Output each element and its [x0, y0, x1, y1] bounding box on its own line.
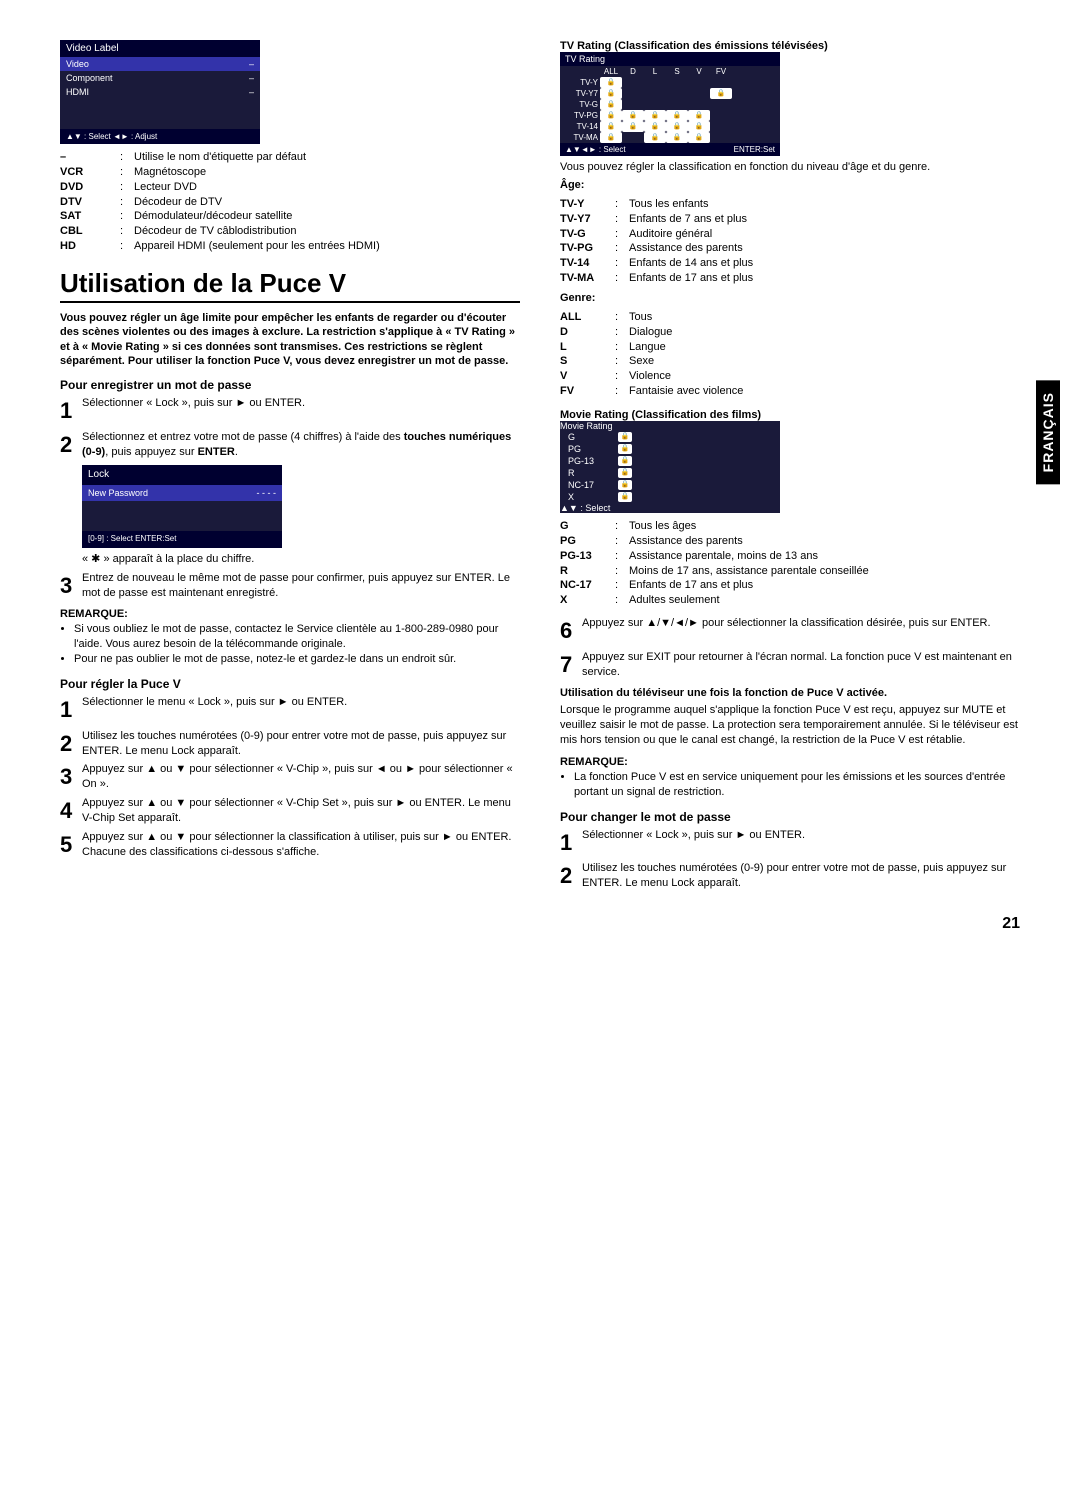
age-defs: TV-Y:Tous les enfantsTV-Y7:Enfants de 7 … [560, 197, 1020, 286]
menu-row-val: – [249, 87, 254, 97]
age-heading: Âge: [560, 179, 1020, 191]
step-text: Entrez de nouveau le même mot de passe p… [82, 571, 520, 601]
def-val: Appareil HDMI (seulement pour les entrée… [134, 239, 380, 254]
step-text: Utilisez les touches numérotées (0-9) po… [582, 861, 1020, 891]
box-title: Movie Rating [560, 421, 780, 431]
step-text: Appuyez sur ▲ ou ▼ pour sélectionner la … [82, 830, 520, 860]
footer-text: ▲▼ : Select [560, 503, 780, 513]
def-val: Décodeur de TV câblodistribution [134, 224, 296, 239]
genre-defs: ALL:TousD:DialogueL:LangueS:SexeV:Violen… [560, 310, 1020, 399]
video-label-menu: Video Label Video – Component – HDMI – ▲… [60, 40, 260, 144]
menu-title: Lock [82, 465, 282, 485]
register-heading: Pour enregistrer un mot de passe [60, 378, 520, 392]
menu-footer: ▲▼ : Select ◄► : Adjust [60, 129, 260, 144]
def-key: VCR [60, 165, 120, 180]
tv-rating-heading: TV Rating (Classification des émissions … [560, 40, 1020, 52]
menu-title: Video Label [60, 40, 260, 57]
section-heading: Utilisation de la Puce V [60, 268, 520, 303]
use-para: Lorsque le programme auquel s'applique l… [560, 703, 1020, 748]
list-item: La fonction Puce V est en service unique… [574, 770, 1020, 800]
def-key: HD [60, 239, 120, 254]
step-text: Appuyez sur EXIT pour retourner à l'écra… [582, 650, 1020, 680]
movie-defs: G:Tous les âgesPG:Assistance des parents… [560, 519, 1020, 608]
def-val: Démodulateur/décodeur satellite [134, 209, 292, 224]
intro-text: Vous pouvez régler un âge limite pour em… [60, 311, 520, 368]
star-note: « ✱ » apparaît à la place du chiffre. [82, 552, 520, 567]
def-key: CBL [60, 224, 120, 239]
menu-row: HDMI – [60, 85, 260, 99]
menu-row-key: New Password [88, 487, 148, 499]
set-heading: Pour régler la Puce V [60, 677, 520, 691]
footer-text: ENTER:Set [734, 145, 775, 154]
video-label-defs: –:Utilise le nom d'étiquette par défaut … [60, 150, 520, 254]
menu-row-val: – [249, 73, 254, 83]
list-item: Si vous oubliez le mot de passe, contact… [74, 622, 520, 652]
step-text: Appuyez sur ▲/▼/◄/► pour sélectionner la… [582, 616, 991, 646]
lock-menu: Lock New Password - - - - [0-9] : Select… [82, 465, 282, 547]
menu-row-key: Video [66, 59, 89, 69]
list-item: Pour ne pas oublier le mot de passe, not… [74, 652, 520, 667]
def-val: Magnétoscope [134, 165, 206, 180]
page-number: 21 [60, 915, 1020, 933]
tv-rating-box: TV Rating ALLDLSVFVTV-Y🔒TV-Y7🔒🔒TV-G🔒TV-P… [560, 52, 780, 156]
movie-heading: Movie Rating (Classification des films) [560, 409, 1020, 421]
change-heading: Pour changer le mot de passe [560, 810, 1020, 824]
def-key: DTV [60, 195, 120, 210]
footer-text: ▲▼◄► : Select [565, 145, 626, 154]
def-val: Décodeur de DTV [134, 195, 222, 210]
menu-row: Video – [60, 57, 260, 71]
left-column: Video Label Video – Component – HDMI – ▲… [60, 40, 520, 895]
menu-row: New Password - - - - [82, 485, 282, 501]
step-text: Sélectionner « Lock », puis sur ► ou ENT… [582, 828, 805, 858]
menu-row-val: - - - - [257, 487, 277, 499]
tv-rating-intro: Vous pouvez régler la classification en … [560, 160, 1020, 175]
use-heading: Utilisation du téléviseur une fois la fo… [560, 687, 1020, 699]
genre-heading: Genre: [560, 292, 1020, 304]
remarque-heading: REMARQUE: [560, 756, 1020, 768]
remarque-heading: REMARQUE: [60, 608, 520, 620]
menu-row: Component – [60, 71, 260, 85]
menu-footer: [0-9] : Select ENTER:Set [82, 531, 282, 548]
step-text: Appuyez sur ▲ ou ▼ pour sélectionner « V… [82, 796, 520, 826]
box-title: TV Rating [560, 52, 780, 66]
def-key: DVD [60, 180, 120, 195]
remarque-list: La fonction Puce V est en service unique… [560, 770, 1020, 800]
step-text: Appuyez sur ▲ ou ▼ pour sélectionner « V… [82, 762, 520, 792]
def-val: Lecteur DVD [134, 180, 197, 195]
right-column: TV Rating (Classification des émissions … [560, 40, 1020, 895]
step-text: Utilisez les touches numérotées (0-9) po… [82, 729, 520, 759]
menu-row-key: HDMI [66, 87, 89, 97]
movie-rating-box: Movie Rating G🔒PG🔒PG-13🔒R🔒NC-17🔒X🔒 ▲▼ : … [560, 421, 780, 513]
menu-row-val: – [249, 59, 254, 69]
language-tab: FRANÇAIS [1036, 380, 1060, 484]
step-text: Sélectionnez et entrez votre mot de pass… [82, 430, 520, 567]
def-key: SAT [60, 209, 120, 224]
step-text: Sélectionner « Lock », puis sur ► ou ENT… [82, 396, 305, 426]
def-key: – [60, 150, 120, 165]
def-val: Utilise le nom d'étiquette par défaut [134, 150, 306, 165]
menu-row-key: Component [66, 73, 113, 83]
remarque-list: Si vous oubliez le mot de passe, contact… [60, 622, 520, 667]
step-text: Sélectionner le menu « Lock », puis sur … [82, 695, 347, 725]
